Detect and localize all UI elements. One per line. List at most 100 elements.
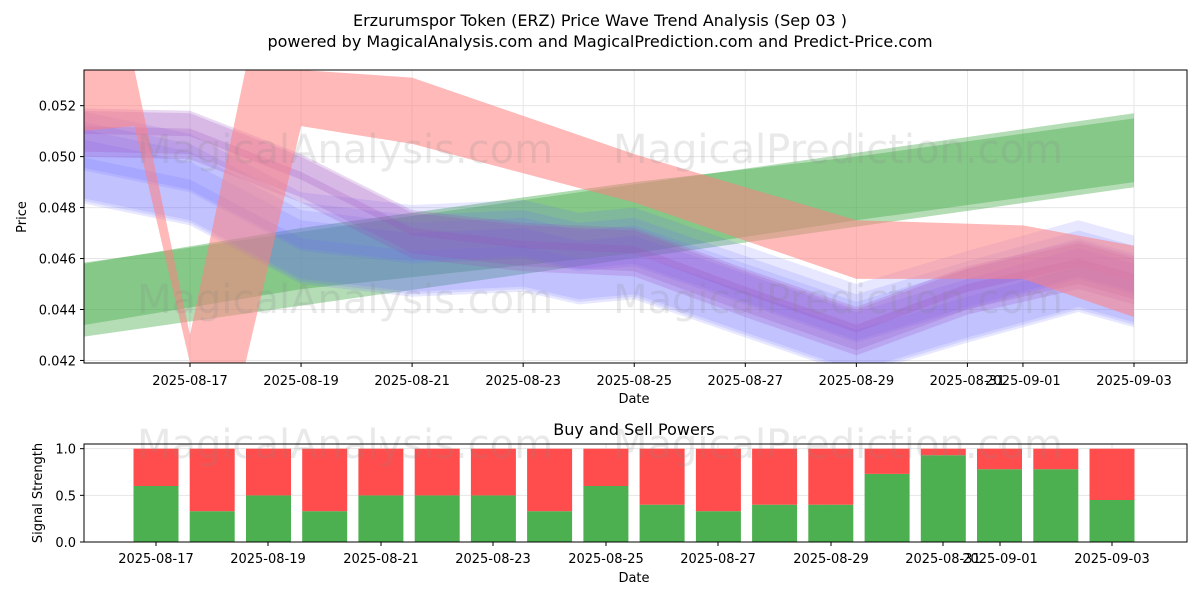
price-plot-frame [83,69,1188,364]
sell-bar [414,448,460,496]
price-x-ticks: 2025-08-17 2025-08-19 2025-08-21 2025-08-23… [152,363,1172,389]
sell-bar [527,448,573,512]
signal-x-tick-label: 2025-08-19 [230,552,306,567]
blue-wave-band [84,122,1134,363]
green-trend-band [84,113,1134,337]
sell-bar [864,448,910,474]
price-x-tick-label: 2025-08-31 [930,374,1006,389]
buy-bar [639,504,685,542]
price-y-tick-label: 0.048 [39,202,76,217]
sell-bar [246,448,291,496]
signal-title: Buy and Sell Powers [553,420,715,439]
watermark-top-right: MagicalPrediction.com [613,127,1063,173]
signal-x-tick-label: 2025-08-23 [455,552,531,567]
blue-wave-band [84,157,1134,363]
sell-bar [358,448,404,496]
price-x-tick-label: 2025-08-27 [708,374,784,389]
buy-bar [358,495,404,542]
sell-bar [470,448,516,496]
signal-x-tick-label: 2025-09-03 [1074,552,1150,567]
price-y-tick-label: 0.050 [39,151,76,166]
price-x-tick-label: 2025-08-17 [152,374,228,389]
purple-wave-band [84,110,1134,351]
price-x-label: Date [618,392,649,407]
signal-y-ticks: 0.0 0.5 1.0 [55,443,84,551]
figure-title: Erzurumspor Token (ERZ) Price Wave Trend… [353,11,847,30]
purple-wave-band [84,108,1134,333]
green-core-band [84,118,1134,325]
watermark-top-left: MagicalAnalysis.com [137,127,553,173]
signal-panel: Buy and Sell Powers MagicalAnalysis.com … [31,420,1188,586]
buy-bar [864,473,910,542]
buy-bar [302,511,348,542]
buy-bar [583,486,629,542]
sell-bar [920,448,966,456]
sell-bar [752,448,798,505]
sell-bar [302,448,348,512]
price-y-label: Price [15,201,30,233]
price-x-tick-label: 2025-08-25 [596,374,672,389]
price-y-tick-label: 0.042 [39,354,76,369]
watermark-mid-right: MagicalPrediction.com [613,277,1063,323]
signal-x-tick-label: 2025-08-25 [568,552,644,567]
blue-wave-band [84,139,1134,363]
sell-bar [583,448,629,486]
blue-wave-band [84,129,1134,343]
price-y-tick-label: 0.044 [39,303,76,318]
price-panel: MagicalAnalysis.com MagicalPrediction.co… [15,69,1188,407]
buy-bar [808,504,854,542]
signal-x-tick-label: 2025-08-29 [793,552,869,567]
price-x-tick-label: 2025-08-19 [263,374,339,389]
sell-bar [808,448,854,505]
signal-x-tick-label: 2025-09-01 [962,552,1038,567]
buy-bar [246,495,291,542]
price-x-tick-label: 2025-09-03 [1096,374,1172,389]
price-y-ticks: 0.042 0.044 0.046 0.048 0.050 0.052 [39,100,84,369]
price-x-tick-label: 2025-08-23 [485,374,561,389]
figure-subtitle: powered by MagicalAnalysis.com and Magic… [267,32,932,51]
buy-bar [920,455,966,542]
price-x-tick-label: 2025-08-21 [374,374,450,389]
buy-bar [189,511,235,542]
sell-bar [189,448,235,512]
sell-bar [1089,448,1135,500]
signal-x-label: Date [618,571,649,586]
signal-x-ticks: 2025-08-17 2025-08-19 2025-08-21 2025-08-23… [118,542,1150,567]
price-x-tick-label: 2025-09-01 [985,374,1061,389]
signal-y-tick-label: 0.5 [55,489,76,504]
buy-bar [695,511,741,542]
price-x-tick-label: 2025-08-29 [819,374,895,389]
signal-x-tick-label: 2025-08-31 [905,552,981,567]
sell-bar [977,448,1022,470]
signal-x-tick-label: 2025-08-21 [343,552,419,567]
buy-bar [470,495,516,542]
sell-bar [133,448,179,486]
buy-bar [1033,469,1079,542]
sell-bar [1033,448,1079,470]
buy-bar [414,495,460,542]
purple-wave-band [84,126,1134,356]
price-y-tick-label: 0.052 [39,100,76,115]
signal-y-tick-label: 1.0 [55,443,76,458]
sell-bar [639,448,685,505]
watermark-mid-left: MagicalAnalysis.com [137,277,553,323]
blue-wave-band [84,111,1134,341]
red-wave-band [84,70,1134,363]
price-y-tick-label: 0.046 [39,253,76,268]
signal-y-label: Signal Strength [31,443,46,543]
watermark-bottom-left: MagicalAnalysis.com [137,422,553,468]
price-bands [84,70,1134,363]
sell-bar [695,448,741,512]
signal-x-tick-label: 2025-08-27 [680,552,756,567]
buy-bar [752,504,798,542]
watermark-bottom-right: MagicalPrediction.com [613,422,1063,468]
signal-x-tick-label: 2025-08-17 [118,552,194,567]
signal-bars [133,448,1135,542]
buy-bar [977,469,1022,542]
signal-plot-frame [83,443,1188,543]
buy-bar [527,511,573,542]
buy-bar [1089,500,1135,542]
signal-y-tick-label: 0.0 [55,536,76,551]
